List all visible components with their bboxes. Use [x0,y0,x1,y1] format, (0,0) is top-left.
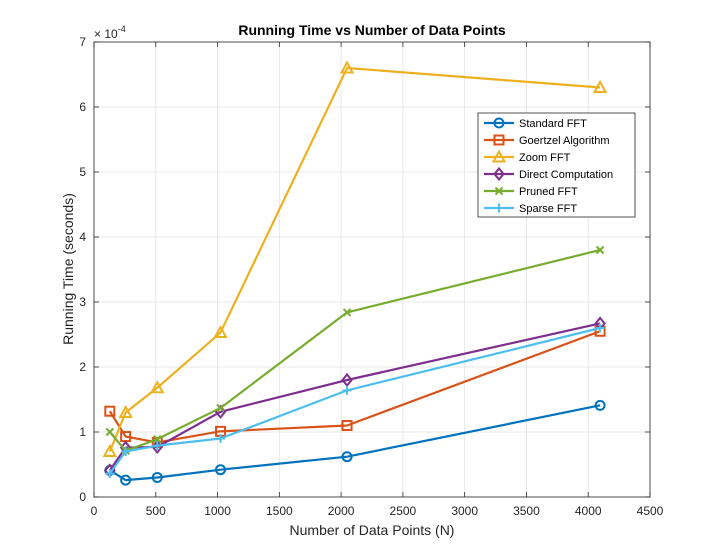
legend-entry-pruned-fft: Pruned FFT [484,186,578,198]
legend-swatch-marker [494,203,504,213]
axis-ticks [93,41,651,498]
legend-swatch-marker [493,117,505,129]
legend-swatch-marker [493,134,505,146]
legend-swatch-marker [493,166,505,182]
pruned-fft-point [342,308,352,317]
y-multiplier-exponent: -4 [118,24,126,34]
x-tick-label: 1000 [204,504,231,518]
zoom-fft-point [150,380,165,394]
standard-fft-line [109,404,601,482]
legend-entry-sparse-fft: Sparse FFT [484,203,577,215]
series-sparse-fft [105,323,605,479]
direct-computation-point [341,372,353,388]
y-tick-label: 3 [79,295,86,309]
zoom-fft-point [118,404,133,418]
pruned-fft-point [153,434,162,444]
zoom-fft-point [592,79,608,93]
standard-fft-point [594,399,606,411]
pruned-fft-point [105,427,115,437]
legend-label: Direct Computation [519,169,613,181]
sparse-fft-line [108,326,601,475]
x-tick-label: 1500 [266,504,293,518]
y-tick-label: 6 [79,100,86,114]
standard-fft-point [120,474,132,486]
y-axis-label: Running Time (seconds) [60,193,76,345]
y-axis-multiplier: × 10-4 [94,24,126,41]
sparse-fft-point [216,434,226,443]
series-zoom-fft [102,60,608,457]
legend-swatch-marker [494,186,504,196]
sparse-fft-point [342,385,352,395]
legend-label: Pruned FFT [519,186,578,198]
standard-fft-point [151,472,163,483]
legend-label: Standard FFT [519,118,587,130]
x-tick-label: 0 [91,504,98,518]
sparse-fft-point [121,447,131,456]
sparse-fft-point [105,469,115,479]
series-layer [102,60,608,486]
x-tick-label: 3000 [451,504,478,518]
legend-swatch-marker [491,149,507,163]
y-tick-label: 4 [79,230,86,244]
tick-labels: 0 500 1000 1500 2000 2500 3000 3500 4000 4500 0 1 2 3… [79,35,663,518]
sparse-fft-point [152,441,162,451]
legend-entry-zoom-fft: Zoom FFT [484,149,571,164]
zoom-fft-point [102,443,118,457]
legend-entry-direct-computation: Direct Computation [484,166,613,182]
x-axis-label: Number of Data Points (N) [290,522,455,538]
x-tick-label: 4000 [575,504,602,518]
sparse-fft-point [595,323,605,333]
chart-title: Running Time vs Number of Data Points [238,22,506,38]
standard-fft-point [215,464,227,476]
pruned-fft-point [216,403,225,413]
y-tick-label: 0 [79,490,86,504]
legend: Standard FFT Goertzel Algorithm Zoom FFT Di… [477,112,636,218]
legend-entry-standard-fft: Standard FFT [484,117,587,130]
y-multiplier-base: × 10 [94,27,118,41]
legend-label: Sparse FFT [519,203,577,215]
series-standard-fft [104,399,606,486]
legend-box [477,112,636,218]
y-tick-label: 1 [79,425,86,439]
legend-label: Zoom FFT [519,152,571,164]
zoom-fft-line [108,66,601,452]
goertzel-algorithm-point [104,405,116,417]
zoom-fft-point [213,324,228,339]
y-tick-label: 2 [79,360,86,374]
y-tick-label: 5 [79,165,86,179]
axes-box [93,41,651,498]
x-tick-label: 3500 [513,504,540,518]
x-tick-label: 4500 [637,504,664,518]
goertzel-algorithm-point [341,420,353,431]
y-tick-label: 7 [79,35,86,49]
x-tick-label: 2000 [328,504,355,518]
legend-label: Goertzel Algorithm [519,135,609,147]
zoom-fft-point [339,60,355,74]
x-tick-label: 2500 [390,504,417,518]
pruned-fft-point [595,245,605,255]
x-tick-label: 500 [146,504,166,518]
legend-entry-goertzel-algorithm: Goertzel Algorithm [484,134,609,147]
standard-fft-point [341,451,353,463]
